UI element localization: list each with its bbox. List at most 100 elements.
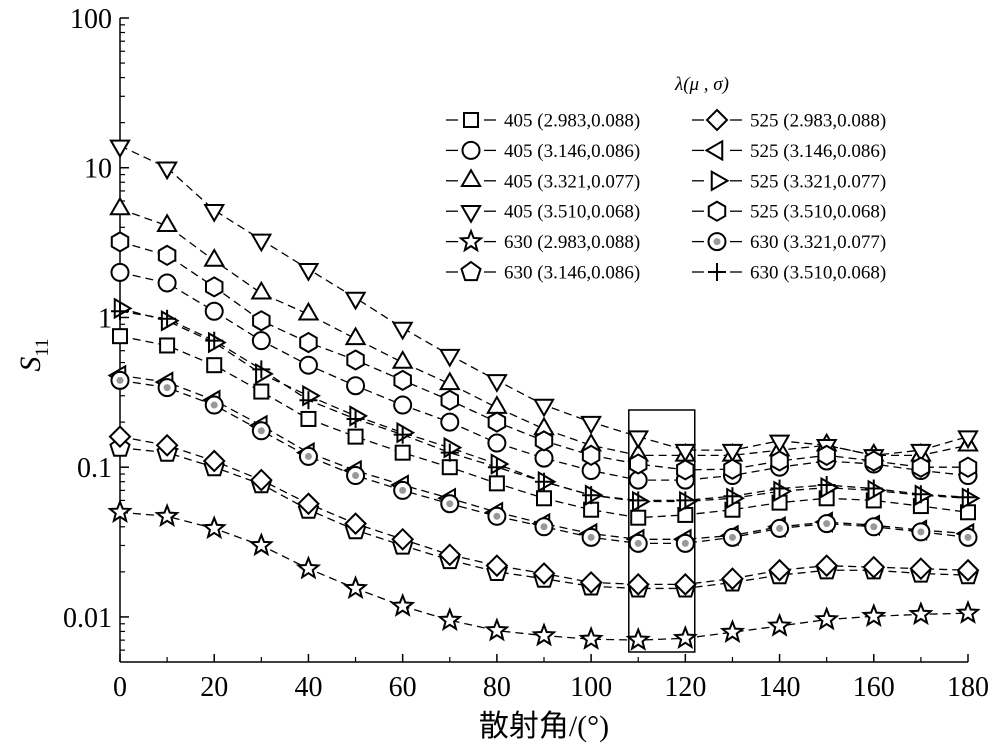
data-point	[342, 575, 369, 600]
data-point	[110, 231, 130, 253]
data-point	[249, 468, 273, 492]
data-point	[679, 490, 698, 513]
data-point	[867, 479, 887, 502]
data-point	[252, 360, 271, 379]
data-point	[628, 453, 648, 475]
data-point	[440, 412, 460, 432]
data-point	[629, 491, 648, 510]
data-point	[107, 498, 133, 524]
data-point	[630, 509, 647, 526]
legend-label: 405 (3.146,0.086)	[504, 141, 640, 162]
legend-label: 525 (2.983,0.088)	[750, 111, 886, 132]
x-tick-label: 0	[113, 672, 127, 703]
data-point	[299, 331, 318, 354]
data-point	[440, 443, 459, 462]
x-tick-label: 160	[853, 672, 895, 703]
data-point	[723, 487, 742, 506]
data-point	[394, 444, 411, 461]
data-point	[911, 456, 931, 478]
data-point	[391, 321, 414, 341]
legend-marker	[705, 108, 729, 132]
data-point	[864, 479, 883, 498]
legend-marker	[707, 232, 727, 252]
data-point	[726, 487, 745, 510]
data-point	[391, 350, 414, 369]
y-tick-label: 10	[84, 154, 112, 185]
data-point	[344, 291, 367, 311]
data-point	[582, 486, 601, 505]
data-point	[862, 555, 886, 579]
data-point	[253, 383, 270, 400]
data-point	[393, 425, 412, 444]
x-axis-label: 散射角/(°)	[479, 710, 609, 743]
data-point	[344, 512, 367, 536]
data-point	[156, 161, 178, 181]
data-point	[252, 310, 271, 332]
data-point	[255, 363, 274, 385]
legend-marker	[463, 112, 479, 128]
data-point	[205, 331, 224, 350]
data-point	[958, 527, 978, 547]
data-point	[676, 491, 695, 510]
data-point	[723, 458, 742, 480]
data-point	[487, 458, 506, 477]
data-point	[579, 571, 603, 594]
legend-marker	[460, 260, 482, 282]
data-point	[911, 485, 930, 504]
data-point	[298, 446, 318, 466]
data-point	[203, 248, 226, 267]
data-point	[110, 262, 130, 282]
data-point	[768, 434, 791, 454]
data-point	[721, 443, 744, 463]
data-point	[626, 572, 650, 596]
data-point	[628, 533, 648, 553]
data-point	[346, 409, 365, 428]
data-point	[298, 355, 318, 375]
data-point	[438, 543, 462, 567]
legend-label: 405 (3.321,0.077)	[504, 171, 640, 192]
data-point	[534, 430, 554, 452]
data-point	[113, 297, 133, 320]
x-tick-label: 100	[570, 672, 612, 703]
legend-item: 405 (3.146,0.086)	[446, 140, 640, 162]
data-point	[675, 533, 695, 553]
data-point	[299, 391, 318, 410]
legend-item: 630 (2.983,0.088)	[446, 228, 640, 253]
legend-label: 630 (3.146,0.086)	[504, 263, 640, 284]
data-point	[770, 518, 790, 538]
data-point	[719, 618, 746, 643]
legend-label: 525 (3.510,0.068)	[750, 202, 886, 223]
data-point	[346, 466, 366, 486]
data-point	[861, 603, 887, 628]
data-point	[817, 444, 836, 466]
data-point	[390, 592, 416, 617]
data-point	[532, 562, 556, 585]
data-point	[297, 301, 320, 321]
legend-title: λ(μ , σ)	[674, 74, 729, 95]
data-point	[158, 309, 177, 328]
data-point	[300, 410, 317, 427]
legend-label: 525 (3.321,0.077)	[750, 171, 886, 192]
data-point	[203, 204, 226, 223]
legend-item: 405 (3.321,0.077)	[446, 168, 640, 192]
data-point	[773, 480, 793, 503]
legend-item: 405 (2.983,0.088)	[446, 111, 640, 132]
data-point	[672, 625, 698, 650]
legend-marker	[707, 200, 727, 222]
legend: λ(μ , σ) 405 (2.983,0.088) 525 (2.983,0.0…	[446, 74, 886, 284]
data-point	[578, 625, 604, 650]
data-point	[956, 558, 980, 582]
data-point	[157, 244, 177, 266]
data-point	[722, 527, 742, 547]
x-tick-label: 60	[389, 672, 417, 703]
data-point	[864, 450, 884, 472]
data-point	[485, 554, 509, 578]
legend-marker	[704, 139, 724, 162]
highlight-box	[628, 409, 696, 653]
data-point	[961, 487, 981, 510]
data-point	[156, 213, 178, 232]
data-point	[770, 450, 789, 472]
data-point	[440, 494, 460, 514]
data-point	[534, 448, 554, 468]
data-point	[155, 433, 179, 457]
